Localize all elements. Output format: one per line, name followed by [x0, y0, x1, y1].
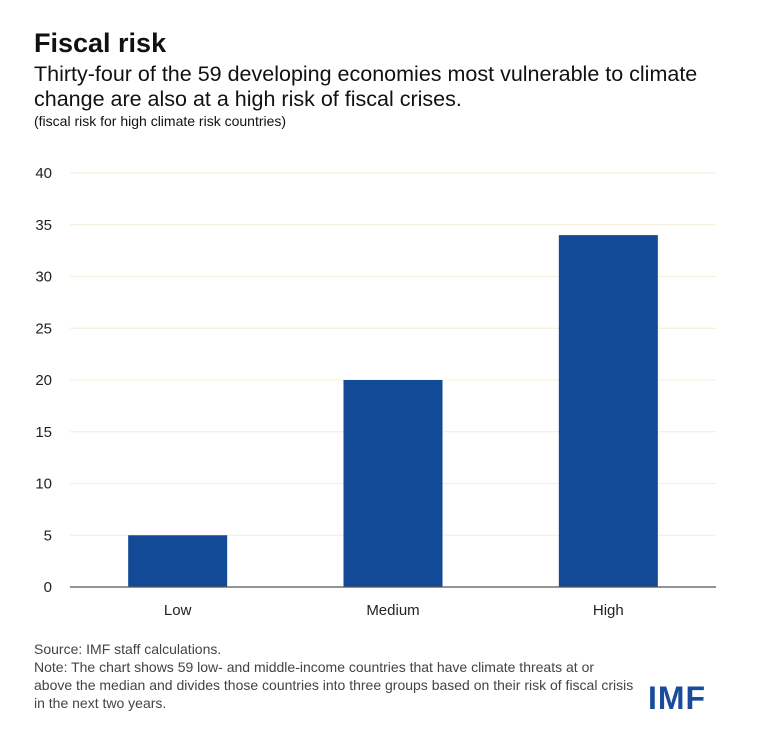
- bar: [128, 535, 228, 587]
- y-tick-label: 5: [44, 527, 52, 544]
- y-tick-label: 20: [35, 372, 52, 389]
- chart-title: Fiscal risk: [34, 28, 167, 58]
- y-tick-label: 25: [35, 320, 52, 337]
- source-note: Source: IMF staff calculations.: [34, 641, 222, 657]
- imf-logo: IMF: [648, 680, 707, 716]
- bar: [343, 380, 443, 587]
- bar: [558, 235, 658, 587]
- chart-footer: Source: IMF staff calculations. Note: Th…: [34, 640, 634, 712]
- y-tick-label: 40: [35, 165, 52, 182]
- explanatory-note: Note: The chart shows 59 low- and middle…: [34, 659, 634, 711]
- chart-subtitle: Thirty-four of the 59 developing economi…: [34, 62, 698, 111]
- y-tick-label: 35: [35, 217, 52, 234]
- y-tick-label: 0: [44, 579, 52, 596]
- x-tick-label: Low: [164, 602, 192, 619]
- y-tick-label: 10: [35, 476, 52, 493]
- x-tick-label: Medium: [366, 602, 419, 619]
- label-layer: 0 5 10 15 20 25 30 35 40 Low Medium High: [35, 165, 716, 619]
- y-tick-label: 30: [35, 269, 52, 286]
- y-tick-label: 15: [35, 424, 52, 441]
- unit-note: (fiscal risk for high climate risk count…: [34, 113, 287, 129]
- bar-layer: [128, 235, 658, 587]
- bar-chart: 0 5 10 15 20 25 30 35 40 Low Medium High: [35, 165, 716, 619]
- x-tick-label: High: [593, 602, 624, 619]
